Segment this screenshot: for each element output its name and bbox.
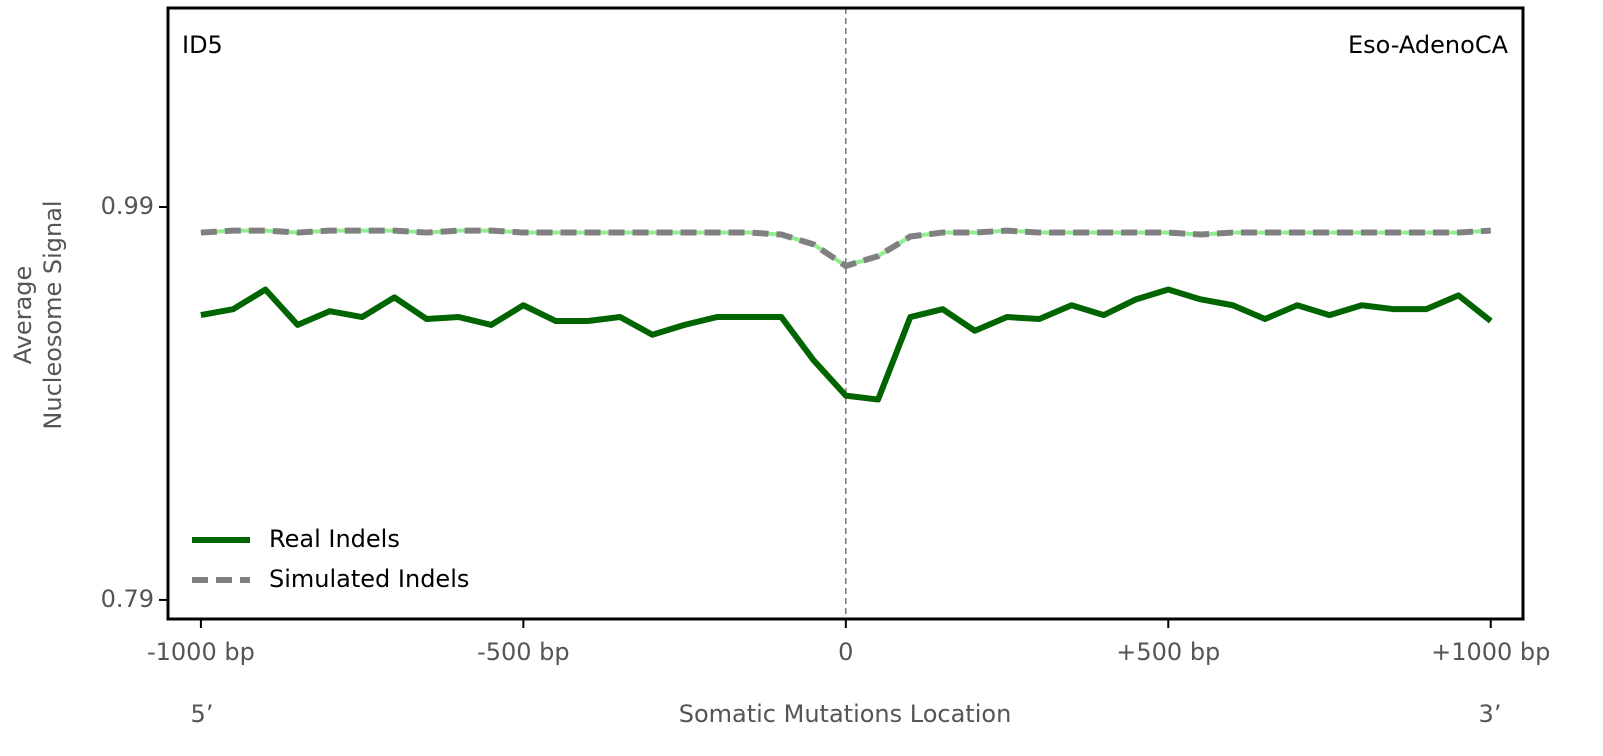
y-tick-label: 0.99: [101, 192, 154, 220]
legend-label: Real Indels: [269, 525, 400, 553]
three-prime: 3’: [1479, 700, 1502, 728]
x-tick-label: 0: [838, 638, 853, 666]
y-axis-label: Average: [9, 266, 37, 365]
x-tick-label: -1000 bp: [147, 638, 255, 666]
y-tick-label: 0.79: [101, 585, 154, 613]
y-axis-label: Nucleosome Signal: [39, 200, 67, 429]
x-axis-label: Somatic Mutations Location: [679, 700, 1012, 728]
series-line: [200, 227, 1491, 269]
legend-label: Simulated Indels: [269, 565, 469, 593]
series-line: [200, 286, 1493, 403]
plot-frame: [166, 6, 1525, 621]
x-tick-label: +1000 bp: [1431, 638, 1550, 666]
x-tick-label: +500 bp: [1116, 638, 1220, 666]
cancer-type: Eso-AdenoCA: [1348, 31, 1509, 59]
five-prime: 5’: [191, 700, 214, 728]
panel-label: ID5: [182, 31, 223, 59]
x-tick-label: -500 bp: [477, 638, 570, 666]
